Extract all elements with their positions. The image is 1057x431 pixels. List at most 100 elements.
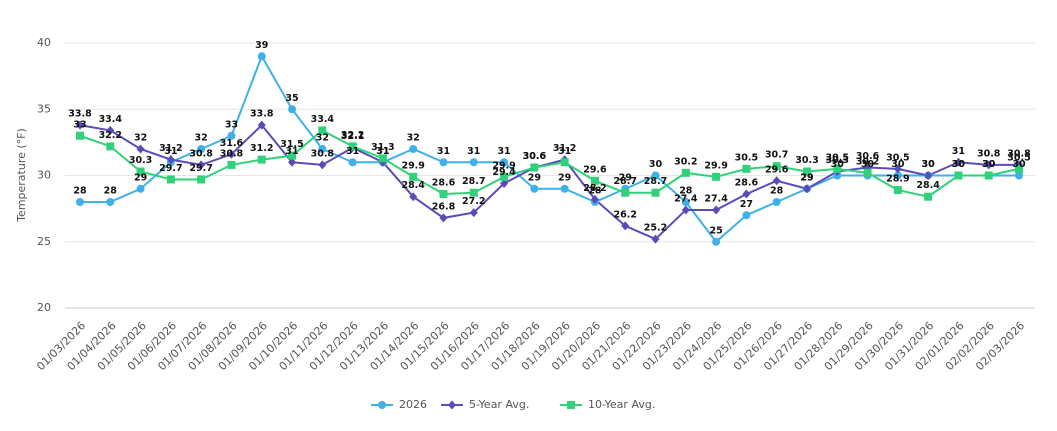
data-label: 30 xyxy=(952,159,966,170)
point xyxy=(136,184,145,193)
legend-label: 5-Year Avg. xyxy=(469,398,529,411)
data-label: 25 xyxy=(709,225,722,236)
y-tick-label: 40 xyxy=(37,36,51,49)
data-label: 31 xyxy=(952,146,965,157)
data-label: 31 xyxy=(376,146,389,157)
legend-label: 2026 xyxy=(399,398,427,411)
data-label: 30.5 xyxy=(735,152,758,163)
data-label: 27.4 xyxy=(674,193,698,204)
point xyxy=(984,171,993,180)
point xyxy=(893,186,902,195)
data-label: 30.6 xyxy=(523,151,547,162)
data-label: 28.4 xyxy=(916,180,940,191)
data-label: 29 xyxy=(134,172,147,183)
point xyxy=(318,126,327,135)
point xyxy=(136,167,145,176)
data-label: 30.5 xyxy=(1007,152,1030,163)
data-label: 28 xyxy=(679,186,693,197)
point xyxy=(651,171,660,180)
data-label: 31.3 xyxy=(371,142,394,153)
point xyxy=(530,163,539,172)
data-label: 28 xyxy=(770,186,784,197)
data-label: 30.8 xyxy=(1007,148,1031,159)
data-label: 31 xyxy=(467,146,480,157)
data-label: 31.2 xyxy=(250,143,273,154)
data-label: 31.5 xyxy=(280,139,303,150)
point xyxy=(409,172,418,181)
point xyxy=(681,198,690,206)
data-label: 28.7 xyxy=(613,176,636,187)
point xyxy=(469,208,478,218)
data-label: 27.4 xyxy=(704,193,728,204)
data-label: 33.4 xyxy=(311,114,335,125)
data-label: 33.8 xyxy=(68,109,92,120)
point xyxy=(621,188,630,197)
point xyxy=(712,237,721,246)
point xyxy=(984,160,993,170)
data-label: 30.5 xyxy=(826,152,849,163)
data-label: 30 xyxy=(861,159,875,170)
point xyxy=(590,194,599,204)
data-label: 31 xyxy=(376,146,389,157)
point xyxy=(76,120,84,130)
data-label: 29.6 xyxy=(765,164,789,175)
point xyxy=(227,160,236,169)
data-label: 30.3 xyxy=(795,155,818,166)
data-label: 29.6 xyxy=(583,164,607,175)
data-label: 30.6 xyxy=(856,151,880,162)
data-label: 28.6 xyxy=(432,178,456,189)
point xyxy=(76,198,84,206)
data-label: 26.2 xyxy=(613,209,636,220)
point xyxy=(833,164,842,173)
point xyxy=(378,154,387,163)
point xyxy=(409,192,418,202)
data-label: 30.8 xyxy=(220,148,244,159)
point xyxy=(1015,171,1023,180)
data-label: 30 xyxy=(922,159,936,170)
point xyxy=(567,401,575,409)
data-label: 31.2 xyxy=(553,143,576,154)
data-label: 30.2 xyxy=(674,156,697,167)
point xyxy=(590,176,599,185)
data-label: 30.2 xyxy=(856,156,879,167)
data-label: 32.1 xyxy=(341,131,364,142)
data-label: 30.6 xyxy=(523,151,547,162)
point xyxy=(348,142,357,151)
data-label: 35 xyxy=(285,93,298,104)
data-label: 29.9 xyxy=(704,160,727,171)
y-axis-title: Temperature (°F) xyxy=(15,128,28,223)
data-label: 28 xyxy=(104,186,118,197)
point xyxy=(197,160,206,170)
data-label: 29.9 xyxy=(401,160,424,171)
point xyxy=(863,168,872,177)
point xyxy=(166,155,175,165)
y-tick-label: 30 xyxy=(37,169,51,182)
point xyxy=(318,145,327,153)
series-line xyxy=(79,129,1020,198)
point xyxy=(439,213,448,223)
data-label: 33 xyxy=(225,119,238,130)
point xyxy=(76,131,84,140)
point xyxy=(681,168,690,177)
point xyxy=(106,125,115,135)
point xyxy=(288,151,297,160)
y-tick-label: 25 xyxy=(37,235,51,248)
point xyxy=(621,221,630,231)
data-label: 29.7 xyxy=(189,163,212,174)
data-label: 29 xyxy=(558,172,571,183)
data-label: 31 xyxy=(558,146,571,157)
data-label: 30.7 xyxy=(765,150,788,161)
data-label: 31 xyxy=(164,146,177,157)
point xyxy=(257,120,266,130)
point xyxy=(439,158,448,167)
data-label: 28.7 xyxy=(462,176,485,187)
data-label: 30.8 xyxy=(189,148,213,159)
point xyxy=(651,188,660,197)
point xyxy=(439,190,448,199)
data-label: 32.2 xyxy=(99,130,122,141)
point xyxy=(469,158,478,167)
point xyxy=(197,145,206,153)
point xyxy=(560,184,569,193)
